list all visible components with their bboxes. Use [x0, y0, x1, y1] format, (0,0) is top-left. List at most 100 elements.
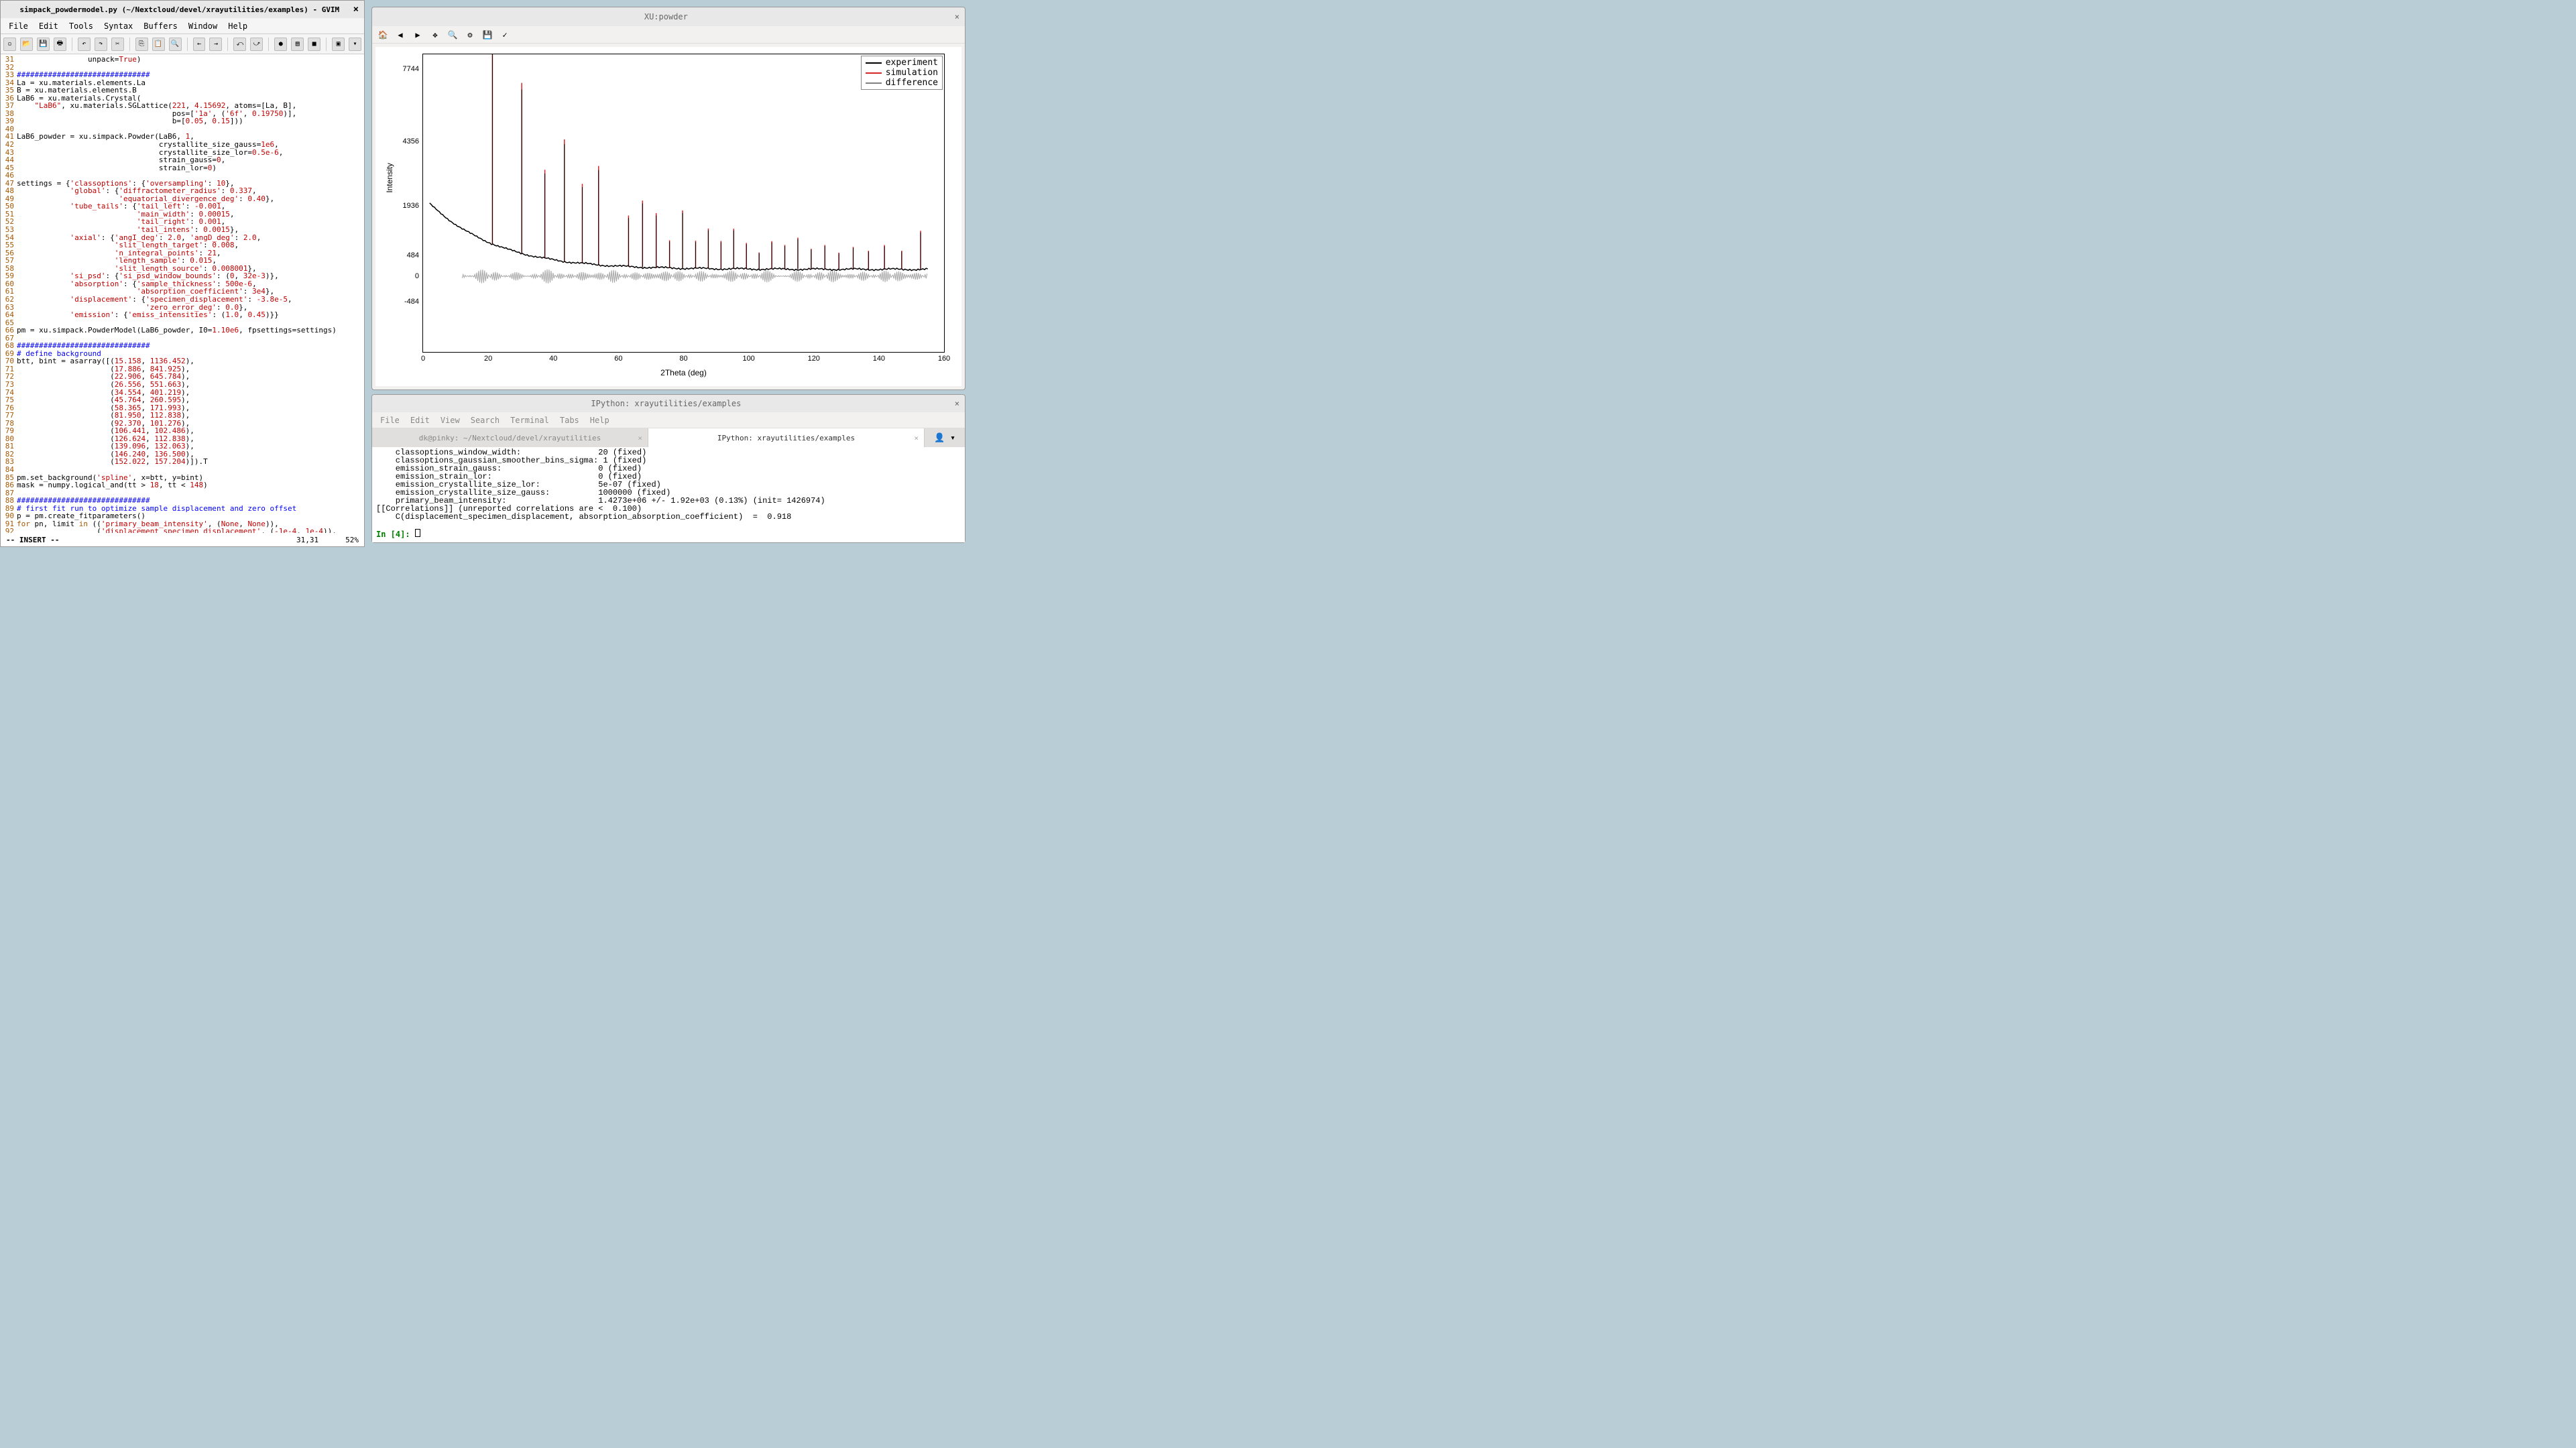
x-tick: 160: [938, 352, 950, 363]
terminal-tabs: dk@pinky: ~/Nextcloud/devel/xrayutilitie…: [372, 428, 965, 447]
config-icon[interactable]: ⚙: [465, 29, 475, 40]
tab-close-icon[interactable]: ×: [914, 434, 919, 442]
menu-view[interactable]: View: [435, 416, 465, 425]
x-tick: 40: [549, 352, 557, 363]
tab-close-icon[interactable]: ×: [638, 434, 642, 442]
menu-buffers[interactable]: Buffers: [138, 21, 183, 31]
plot-toolbar: 🏠 ◀ ▶ ✥ 🔍 ⚙ 💾 ✓: [372, 26, 965, 44]
term-icon[interactable]: ▣: [332, 38, 345, 51]
plot-titlebar[interactable]: XU:powder ×: [372, 7, 965, 26]
code-line: 66pm = xu.simpack.PowderModel(LaB6_powde…: [1, 326, 364, 335]
find-icon[interactable]: 🔍: [169, 38, 182, 51]
print-icon[interactable]: 🖶: [54, 38, 66, 51]
plot-legend: experimentsimulationdifference: [861, 56, 943, 90]
code-line: 42 crystallite_size_gauss=1e6,: [1, 141, 364, 149]
gvim-window: simpack_powdermodel.py (~/Nextcloud/deve…: [0, 0, 365, 547]
code-line: 31 unpack=True): [1, 56, 364, 64]
code-line: 53 'tail_intens': 0.0015},: [1, 226, 364, 234]
plot-canvas[interactable]: experimentsimulationdifference Intensity…: [375, 47, 961, 386]
copy-icon[interactable]: ⎘: [135, 38, 148, 51]
paste-icon[interactable]: 📋: [152, 38, 165, 51]
code-line: 45 strain_lor=0): [1, 164, 364, 172]
code-line: 75 (45.764, 260.595),: [1, 396, 364, 404]
code-line: 92 ('displacement_specimen_displacement'…: [1, 528, 364, 533]
menu-file[interactable]: File: [375, 416, 405, 425]
plot-title-text: XU:powder: [377, 12, 955, 21]
pan-icon[interactable]: ✥: [430, 29, 441, 40]
terminal-title-text: IPython: xrayutilities/examples: [377, 399, 955, 408]
stop-icon[interactable]: ■: [308, 38, 320, 51]
save-icon[interactable]: 💾: [482, 29, 493, 40]
save-icon[interactable]: 💾: [37, 38, 50, 51]
legend-item: difference: [866, 78, 938, 88]
menu-tools[interactable]: Tools: [64, 21, 99, 31]
prev-icon[interactable]: ←: [193, 38, 206, 51]
menu-tabs[interactable]: Tabs: [554, 416, 585, 425]
y-tick: -484: [404, 298, 423, 306]
y-tick: 1936: [403, 202, 423, 210]
zoom-icon[interactable]: 🔍: [447, 29, 458, 40]
chart-svg: [423, 54, 944, 352]
gvim-statusbar: -- INSERT -- 31,31 52%: [1, 533, 364, 546]
menu-help[interactable]: Help: [585, 416, 615, 425]
code-editor[interactable]: 31 unpack=True)3233#####################…: [1, 54, 364, 533]
x-tick: 140: [873, 352, 885, 363]
menu-terminal[interactable]: Terminal: [505, 416, 554, 425]
x-tick: 120: [808, 352, 820, 363]
forward-icon[interactable]: ▶: [412, 29, 423, 40]
menu-syntax[interactable]: Syntax: [99, 21, 138, 31]
code-line: 88##############################: [1, 497, 364, 505]
menu-help[interactable]: Help: [223, 21, 253, 31]
back-icon[interactable]: ◀: [395, 29, 406, 40]
terminal-titlebar[interactable]: IPython: xrayutilities/examples ×: [372, 395, 965, 412]
redo-icon[interactable]: ↷: [95, 38, 107, 51]
menu-icon[interactable]: ▾: [349, 38, 361, 51]
code-line: 64 'emission': {'emiss_intensities': (1.…: [1, 311, 364, 319]
menu-search[interactable]: Search: [465, 416, 505, 425]
fwd-icon[interactable]: ⤻: [250, 38, 263, 51]
y-tick: 7744: [403, 65, 423, 73]
home-icon[interactable]: 🏠: [377, 29, 388, 40]
back-icon[interactable]: ⤺: [233, 38, 246, 51]
x-tick: 20: [484, 352, 492, 363]
terminal-tab[interactable]: dk@pinky: ~/Nextcloud/devel/xrayutilitie…: [372, 428, 648, 447]
x-tick: 0: [421, 352, 425, 363]
x-axis-label: 2Theta (deg): [660, 368, 707, 377]
y-tick: 0: [415, 272, 423, 280]
next-icon[interactable]: →: [209, 38, 222, 51]
gvim-menubar: FileEditToolsSyntaxBuffersWindowHelp: [1, 18, 364, 34]
new-icon[interactable]: ▫: [3, 38, 16, 51]
close-icon[interactable]: ×: [955, 12, 959, 21]
code-line: 44 strain_gauss=0,: [1, 156, 364, 164]
check-icon[interactable]: ✓: [500, 29, 510, 40]
code-line: 84: [1, 466, 364, 474]
close-icon[interactable]: ×: [955, 399, 959, 408]
code-line: 83 (152.022, 157.204)]).T: [1, 458, 364, 466]
close-icon[interactable]: ×: [353, 4, 359, 15]
open-icon[interactable]: 📂: [20, 38, 33, 51]
undo-icon[interactable]: ↶: [78, 38, 91, 51]
y-axis-label: Intensity: [385, 163, 394, 193]
legend-item: simulation: [866, 68, 938, 78]
menu-window[interactable]: Window: [183, 21, 223, 31]
plot-window: XU:powder × 🏠 ◀ ▶ ✥ 🔍 ⚙ 💾 ✓ experimentsimulatio…: [371, 7, 965, 390]
x-tick: 60: [614, 352, 622, 363]
user-icon[interactable]: 👤: [934, 433, 945, 443]
gvim-titlebar[interactable]: simpack_powdermodel.py (~/Nextcloud/deve…: [1, 1, 364, 18]
code-line: 86mask = numpy.logical_and(tt > 18, tt <…: [1, 481, 364, 489]
legend-item: experiment: [866, 58, 938, 68]
code-line: 73 (26.556, 551.663),: [1, 381, 364, 389]
terminal-window: IPython: xrayutilities/examples × FileEd…: [371, 394, 965, 543]
run-icon[interactable]: ●: [274, 38, 287, 51]
menu-icon[interactable]: ▾: [950, 433, 955, 443]
menu-edit[interactable]: Edit: [405, 416, 435, 425]
cut-icon[interactable]: ✂: [111, 38, 124, 51]
terminal-menubar: FileEditViewSearchTerminalTabsHelp: [372, 412, 965, 428]
script-icon[interactable]: ▤: [291, 38, 304, 51]
menu-edit[interactable]: Edit: [34, 21, 64, 31]
menu-file[interactable]: File: [3, 21, 34, 31]
terminal-tab[interactable]: IPython: xrayutilities/examples×: [648, 428, 925, 447]
x-tick: 100: [742, 352, 754, 363]
terminal-output[interactable]: classoptions_window_width: 20 (fixed) cl…: [372, 447, 965, 542]
y-tick: 4356: [403, 137, 423, 145]
